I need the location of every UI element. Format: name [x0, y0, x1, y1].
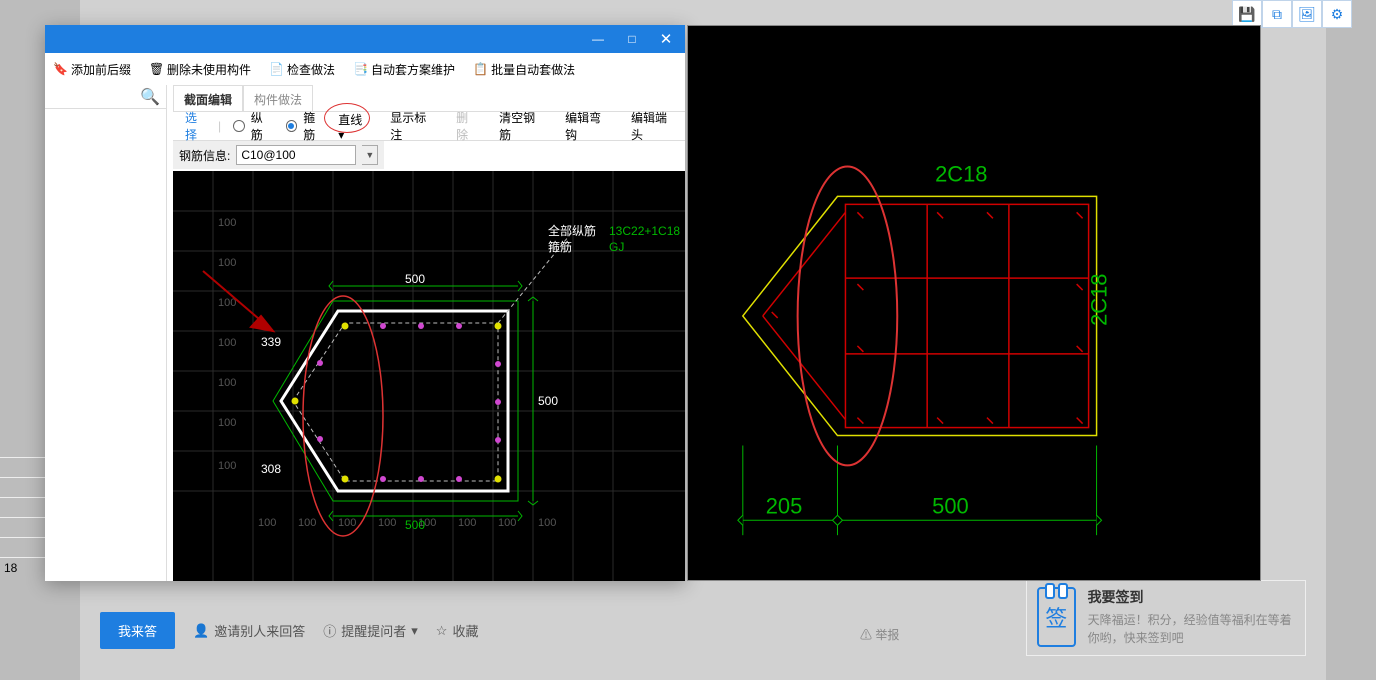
close-icon[interactable]: ✕ — [649, 27, 683, 51]
longitudinal-label: 纵筋 — [251, 109, 274, 143]
svg-text:GJ: GJ — [609, 240, 624, 254]
svg-text:100: 100 — [218, 217, 236, 229]
add-prefix-suffix-button[interactable]: 🔖添加前后缀 — [53, 61, 131, 78]
report-label: 举报 — [875, 628, 899, 642]
invite-button[interactable]: 👤 邀请别人来回答 — [193, 621, 305, 640]
remind-label: 提醒提问者 — [341, 621, 406, 640]
ellipse-annotation — [798, 166, 898, 465]
svg-text:100: 100 — [298, 517, 316, 529]
check-icon: 📄 — [269, 62, 283, 76]
svg-text:箍筋: 箍筋 — [548, 239, 572, 254]
stirrup-label: 箍筋 — [303, 109, 326, 143]
remind-button[interactable]: ⓘ 提醒提问者 ▾ — [323, 621, 418, 640]
answer-button[interactable]: 我来答 — [100, 612, 175, 649]
section-canvas[interactable]: 100 100 100 100 100 100 100 100 100 100 100 100 100… — [173, 171, 685, 581]
signin-card[interactable]: 签 我要签到 天降福运！积分，经验值等福利在等着你哟，快来签到吧 — [1026, 580, 1306, 656]
show-annotation-button[interactable]: 显示标注 — [382, 109, 444, 143]
rebar-info-label: 钢筋信息: — [179, 147, 230, 164]
ellipse-annotation — [303, 296, 383, 536]
svg-text:100: 100 — [258, 517, 276, 529]
star-icon: ☆ — [436, 623, 448, 639]
search-icon: 🔍 — [140, 87, 160, 107]
cad-diagram: 2C18 2C18 205 500 — [688, 26, 1260, 580]
signin-desc: 天降福运！积分，经验值等福利在等着你哟，快来签到吧 — [1088, 611, 1295, 647]
svg-text:13C22+1C18: 13C22+1C18 — [609, 224, 680, 238]
svg-text:100: 100 — [218, 460, 236, 472]
tag-icon: 🔖 — [53, 62, 67, 76]
save-icon[interactable]: 💾 — [1232, 0, 1262, 28]
info-icon: ⓘ — [323, 621, 336, 640]
cad-reference-panel[interactable]: 2C18 2C18 205 500 — [687, 25, 1261, 581]
tab-component-method[interactable]: 构件做法 — [243, 85, 313, 111]
favorite-button[interactable]: ☆收藏 — [436, 621, 479, 640]
svg-text:100: 100 — [378, 517, 396, 529]
report-button[interactable]: ⚠ 举报 — [860, 626, 899, 643]
auto-scheme-button[interactable]: 📑自动套方案维护 — [353, 61, 455, 78]
edit-end-button[interactable]: 编辑端头 — [623, 109, 685, 143]
chevron-down-icon: ▾ — [411, 623, 418, 639]
signin-title: 我要签到 — [1088, 587, 1295, 607]
svg-text:500: 500 — [405, 272, 425, 286]
answer-action-bar: 我来答 👤 邀请别人来回答 ⓘ 提醒提问者 ▾ ☆收藏 — [100, 612, 478, 649]
svg-text:100: 100 — [498, 517, 516, 529]
editor-tabs: 截面编辑 构件做法 — [173, 85, 313, 111]
svg-text:100: 100 — [218, 297, 236, 309]
batch-icon: 📋 — [473, 62, 487, 76]
delete-button[interactable]: 删除 — [448, 109, 487, 143]
row-text: 18 — [4, 561, 17, 575]
svg-text:100: 100 — [338, 517, 356, 529]
svg-text:全部纵筋: 全部纵筋 — [548, 223, 596, 238]
svg-text:100: 100 — [218, 257, 236, 269]
section-diagram: 100 100 100 100 100 100 100 100 100 100 100 100 100… — [173, 171, 685, 581]
svg-text:500: 500 — [932, 493, 969, 518]
stirrup-radio[interactable] — [286, 120, 298, 132]
longitudinal-radio[interactable] — [233, 120, 245, 132]
signin-badge-icon: 签 — [1037, 587, 1076, 647]
svg-text:100: 100 — [458, 517, 476, 529]
svg-text:2C18: 2C18 — [1087, 274, 1112, 326]
search-input[interactable]: 🔍 — [45, 85, 166, 109]
image-icon[interactable]: 🖼 — [1292, 0, 1322, 28]
clear-rebar-button[interactable]: 清空钢筋 — [491, 109, 553, 143]
settings-icon[interactable]: ⚙ — [1322, 0, 1352, 28]
svg-text:100: 100 — [218, 337, 236, 349]
user-icon: 👤 — [193, 623, 209, 639]
minimize-icon[interactable]: — — [581, 27, 615, 51]
copy-icon[interactable]: ⧉ — [1262, 0, 1292, 28]
svg-text:100: 100 — [218, 377, 236, 389]
svg-text:205: 205 — [766, 493, 803, 518]
app-top-toolbar: 💾 ⧉ 🖼 ⚙ — [1232, 0, 1352, 28]
delete-icon: 🗑 — [149, 62, 163, 76]
svg-text:500: 500 — [405, 518, 425, 532]
dropdown-icon[interactable]: ▼ — [362, 145, 378, 165]
rebar-spec-input[interactable] — [236, 145, 356, 165]
maximize-icon[interactable]: □ — [615, 27, 649, 51]
line-tool[interactable]: 直线 ▾ — [330, 111, 378, 142]
favorite-label: 收藏 — [452, 621, 478, 640]
gear-icon: 📑 — [353, 62, 367, 76]
delete-unused-button[interactable]: 🗑删除未使用构件 — [149, 61, 251, 78]
svg-text:2C18: 2C18 — [935, 161, 987, 186]
check-method-button[interactable]: 📄检查做法 — [269, 61, 335, 78]
signin-text: 我要签到 天降福运！积分，经验值等福利在等着你哟，快来签到吧 — [1088, 587, 1295, 649]
select-tool[interactable]: 选择 — [179, 109, 214, 143]
window-titlebar[interactable]: — □ ✕ — [45, 25, 685, 53]
svg-text:308: 308 — [261, 462, 281, 476]
window-toolbar: 🔖添加前后缀 🗑删除未使用构件 📄检查做法 📑自动套方案维护 📋批量自动套做法 — [45, 53, 685, 85]
component-tree-panel: 🔍 — [45, 85, 167, 581]
svg-text:100: 100 — [538, 517, 556, 529]
batch-auto-button[interactable]: 📋批量自动套做法 — [473, 61, 575, 78]
svg-text:500: 500 — [538, 394, 558, 408]
tab-section-edit[interactable]: 截面编辑 — [173, 85, 243, 111]
rebar-info-bar: 钢筋信息: ▼ — [173, 141, 384, 169]
invite-label: 邀请别人来回答 — [214, 621, 305, 640]
svg-text:339: 339 — [261, 335, 281, 349]
edit-toolbar: 选择 | 纵筋 箍筋 直线 ▾ 显示标注 删除 清空钢筋 编辑弯钩 编辑端头 — [173, 111, 685, 141]
edit-hook-button[interactable]: 编辑弯钩 — [557, 109, 619, 143]
svg-text:100: 100 — [218, 417, 236, 429]
section-editor-window: — □ ✕ 🔖添加前后缀 🗑删除未使用构件 📄检查做法 📑自动套方案维护 📋批量… — [45, 25, 685, 581]
